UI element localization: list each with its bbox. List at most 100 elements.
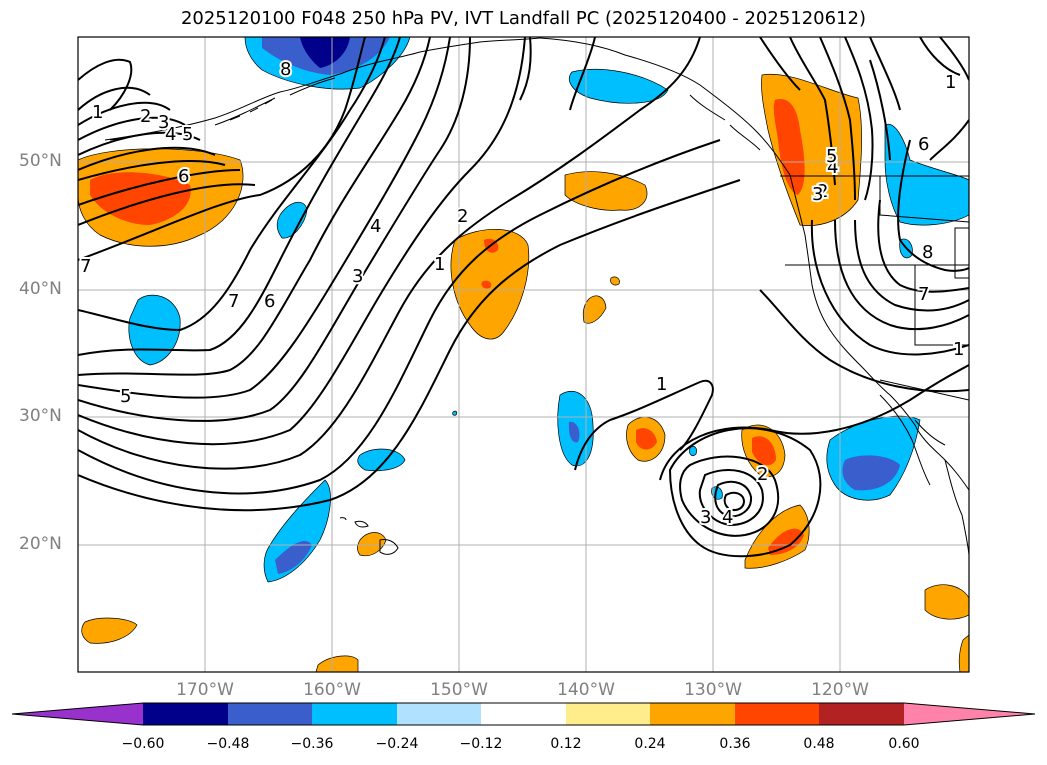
colorbar-tick: −0.24 — [375, 736, 419, 752]
colorbar-extend-max — [904, 703, 1035, 725]
alaska-peninsula — [214, 77, 336, 126]
contour-label: 2 — [457, 206, 468, 227]
red-dot-central-2 — [481, 280, 492, 289]
lon-label-170w: 170°W — [176, 680, 234, 700]
red-core-s2 — [752, 436, 776, 466]
box-right — [954, 227, 969, 279]
map-area: 1 2 3 4 5 6 7 8 1 2 3 4 5 6 7 1 2 3 4 1 … — [78, 37, 969, 672]
contour-label: 3 — [158, 112, 169, 133]
map-frame — [77, 36, 970, 673]
orange-blob-bottom — [315, 655, 359, 672]
red-core-s1 — [636, 428, 657, 450]
hawaii-small — [339, 517, 369, 528]
blue-blob-gulf — [568, 68, 669, 104]
alaska-coast — [104, 37, 541, 141]
blue-blob-hawaii-w — [263, 479, 331, 583]
darkblue-dot-sw — [568, 421, 580, 443]
colorbar-segment — [397, 703, 481, 725]
colorbar-tick: −0.48 — [206, 736, 250, 752]
contour-label: 6 — [918, 134, 929, 155]
colorbar-segments — [12, 703, 1035, 725]
contour-label: 6 — [178, 166, 189, 187]
contour-label: 7 — [228, 291, 239, 312]
contour-label: 5 — [826, 146, 837, 167]
blue-blob-small-nw — [276, 202, 308, 239]
red-core-pnw — [773, 99, 805, 195]
contour-label: 7 — [80, 256, 91, 277]
contour-label: 3 — [352, 266, 363, 287]
state-border-1 — [879, 176, 969, 223]
contour-label: 2 — [140, 106, 151, 127]
colorbar-tick: 0.48 — [803, 736, 835, 752]
orange-small-hawaii — [357, 532, 387, 557]
orange-dot-1 — [610, 276, 620, 286]
contour-label: 6 — [264, 291, 275, 312]
blue-small-s2 — [689, 446, 697, 456]
orange-blob-se — [924, 584, 969, 620]
lon-label-150w: 150°W — [430, 680, 488, 700]
contour-label: 1 — [953, 339, 964, 360]
colorbar-extend-min — [12, 703, 143, 725]
colorbar-segment — [650, 703, 735, 725]
lat-label-20n: 20°N — [19, 534, 62, 554]
colorbar-segment — [143, 703, 228, 725]
red-core-s3 — [768, 528, 804, 555]
colorbar-segment — [735, 703, 819, 725]
contour-label: 3 — [812, 184, 823, 205]
lon-label-120w: 120°W — [811, 680, 869, 700]
contour-label: 8 — [922, 242, 933, 263]
contour-label: 5 — [182, 124, 193, 145]
orange-blob-far-sw — [81, 617, 138, 644]
mexico-coast — [944, 459, 969, 556]
gulf-alaska-coast — [539, 37, 791, 176]
colorbar-tick: −0.36 — [290, 736, 334, 752]
contour-label: 4 — [722, 507, 733, 528]
colorbar-outline — [11, 702, 1036, 726]
colorbar-segment — [481, 703, 566, 725]
contour-label: 1 — [656, 374, 667, 395]
figure-title: 2025120100 F048 250 hPa PV, IVT Landfall… — [180, 8, 867, 29]
colorbar-tick: −0.60 — [121, 736, 165, 752]
contour-label: 7 — [918, 284, 929, 305]
blue-dot-tiny — [452, 410, 458, 416]
colorbar-tick: 0.36 — [719, 736, 751, 752]
lon-label-140w: 140°W — [557, 680, 615, 700]
navy-blob-north — [300, 37, 350, 68]
state-border-3 — [914, 265, 969, 346]
contour-label: 2 — [817, 181, 828, 202]
colorbar-tick: 0.12 — [550, 736, 582, 752]
darkblue-core-baja — [842, 455, 900, 491]
contour-layer — [78, 37, 969, 558]
colorbar-tick: −0.12 — [459, 736, 503, 752]
blue-blob-hawaii-n — [357, 448, 406, 472]
aleutian-dots — [109, 99, 273, 141]
contour-label: 2 — [757, 464, 768, 485]
lon-label-160w: 160°W — [303, 680, 361, 700]
colorbar-tick: 0.24 — [634, 736, 666, 752]
lon-label-130w: 130°W — [684, 680, 742, 700]
contour-label: 3 — [700, 507, 711, 528]
contour-label: 4 — [165, 124, 176, 145]
lat-label-30n: 30°N — [19, 406, 62, 426]
contour-label: 4 — [827, 157, 838, 178]
orange-blob-se2 — [958, 634, 969, 672]
contour-label: 1 — [945, 72, 956, 93]
contour-label: 4 — [370, 216, 381, 237]
colorbar-segment — [566, 703, 650, 725]
colorbar-segment — [228, 703, 312, 725]
coastlines — [104, 37, 969, 556]
orange-blob-small-c — [582, 295, 607, 324]
contour-labels: 1 2 3 4 5 6 7 8 1 2 3 4 5 6 7 1 2 3 4 1 … — [78, 57, 966, 530]
lat-label-50n: 50°N — [19, 151, 62, 171]
colorbar — [11, 702, 1036, 726]
west-coast-us — [789, 174, 969, 491]
bc-islands — [689, 94, 761, 151]
orange-blob-mid-north — [564, 171, 648, 211]
colorbar-tick: 0.60 — [888, 736, 920, 752]
pv-fill-layer — [78, 37, 969, 672]
contour-label: 8 — [280, 59, 291, 80]
hawaii-big — [379, 539, 399, 555]
contour-label: 1 — [434, 254, 445, 275]
baja-coast — [879, 394, 946, 486]
